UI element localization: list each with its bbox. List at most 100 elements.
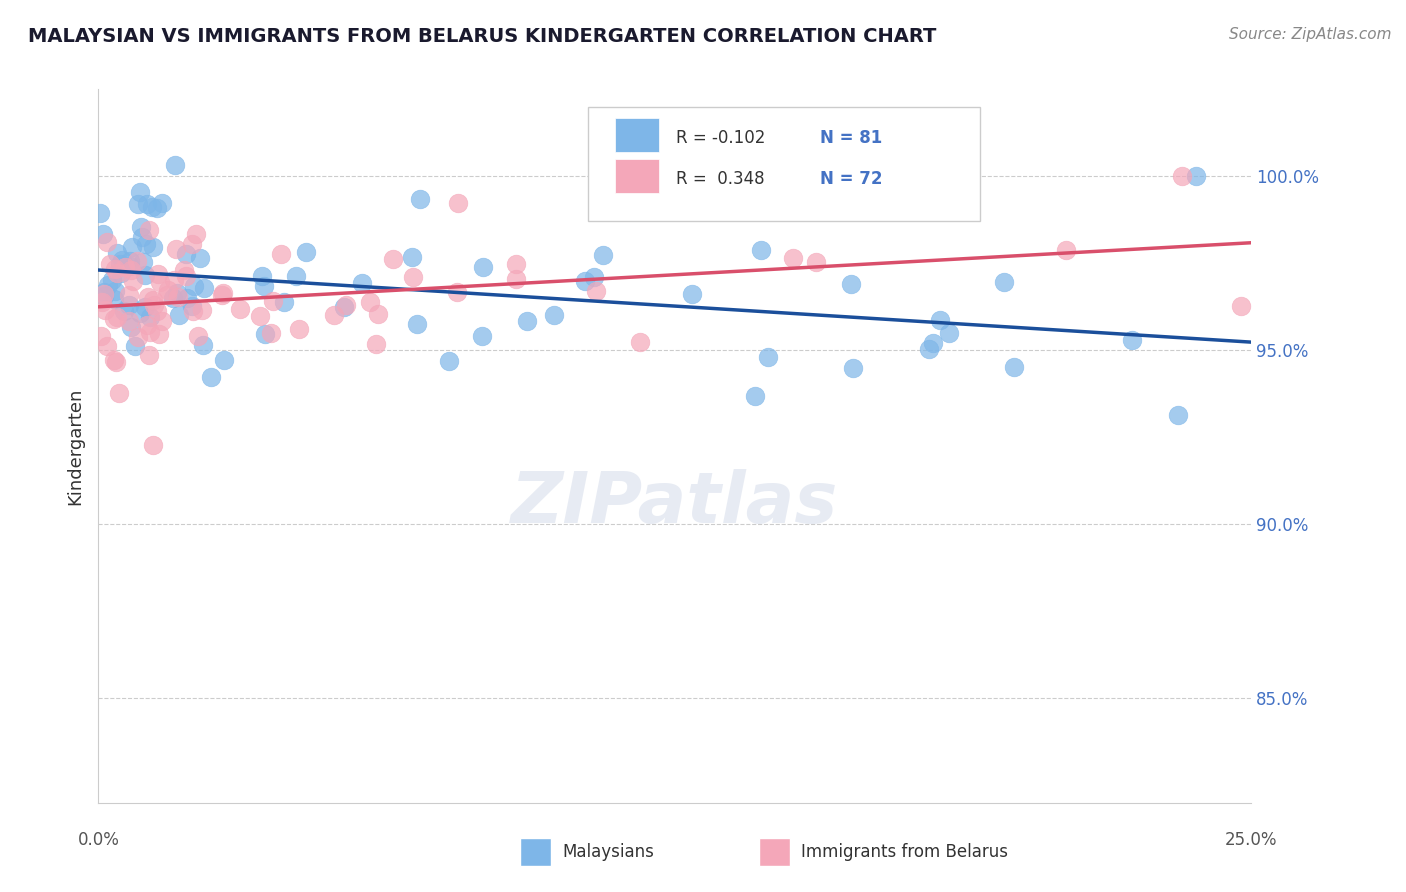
Point <box>446 196 468 211</box>
Point <box>129 219 152 234</box>
Point <box>143 298 166 312</box>
Point <box>180 299 202 313</box>
Point <box>1054 243 1077 257</box>
Point <box>193 281 215 295</box>
FancyBboxPatch shape <box>588 107 980 221</box>
Point <box>107 385 129 400</box>
Point <box>842 361 865 376</box>
Point <box>163 272 186 286</box>
Point <box>135 196 157 211</box>
Point <box>401 250 423 264</box>
Point <box>121 274 143 288</box>
Point <box>93 289 115 303</box>
Point <box>142 437 165 451</box>
Point <box>105 310 128 325</box>
Point <box>574 274 596 288</box>
Point <box>993 275 1015 289</box>
Point <box>1002 359 1025 374</box>
Point <box>145 303 167 318</box>
Point <box>117 298 139 312</box>
Point <box>367 307 389 321</box>
Text: Source: ZipAtlas.com: Source: ZipAtlas.com <box>1229 27 1392 42</box>
Point <box>471 329 494 343</box>
Point <box>804 254 827 268</box>
Point <box>157 283 180 297</box>
Text: R = -0.102: R = -0.102 <box>676 128 765 146</box>
Point <box>1185 169 1208 184</box>
Point <box>120 262 142 277</box>
Point <box>402 270 425 285</box>
Point <box>181 236 204 251</box>
Point <box>114 260 136 274</box>
Point <box>114 304 136 318</box>
Point <box>839 277 862 291</box>
Point <box>142 293 165 307</box>
Point <box>681 287 703 301</box>
Point <box>138 348 160 362</box>
Point <box>187 329 209 343</box>
Point <box>163 158 186 172</box>
Point <box>253 279 276 293</box>
Point <box>181 304 204 318</box>
Point <box>259 326 281 340</box>
Point <box>628 334 651 349</box>
Bar <box>759 838 790 866</box>
Point <box>176 246 198 260</box>
Point <box>381 252 404 266</box>
Point <box>173 263 195 277</box>
Point <box>111 252 134 267</box>
Point <box>335 298 357 312</box>
Point <box>406 317 429 331</box>
Point <box>352 276 374 290</box>
Point <box>91 227 114 241</box>
Y-axis label: Kindergarten: Kindergarten <box>66 387 84 505</box>
Point <box>124 339 146 353</box>
Point <box>1167 408 1189 422</box>
Point <box>359 294 381 309</box>
Point <box>90 328 112 343</box>
Point <box>162 291 184 305</box>
Point <box>582 269 605 284</box>
Point <box>938 326 960 341</box>
Point <box>295 244 318 259</box>
Point <box>188 252 211 266</box>
Point <box>97 277 120 292</box>
Point <box>129 185 152 199</box>
Point <box>135 318 157 332</box>
Point <box>89 206 111 220</box>
Point <box>96 235 118 250</box>
Point <box>1121 333 1143 347</box>
Bar <box>614 118 659 152</box>
Point <box>103 292 125 306</box>
Point <box>129 306 152 320</box>
Text: R =  0.348: R = 0.348 <box>676 170 765 188</box>
Bar <box>520 838 551 866</box>
Point <box>118 254 141 268</box>
Text: Immigrants from Belarus: Immigrants from Belarus <box>801 843 1008 861</box>
Point <box>118 288 141 302</box>
Point <box>166 286 188 301</box>
Point <box>921 335 943 350</box>
Point <box>93 285 115 299</box>
Text: 0.0%: 0.0% <box>77 830 120 848</box>
Point <box>184 227 207 242</box>
Point <box>191 302 214 317</box>
Point <box>138 310 160 325</box>
Point <box>1230 299 1253 313</box>
Point <box>439 354 461 368</box>
Point <box>91 294 114 309</box>
Bar <box>614 159 659 194</box>
Point <box>138 325 160 339</box>
Point <box>323 309 346 323</box>
Point <box>141 200 163 214</box>
Point <box>136 289 159 303</box>
Point <box>166 290 188 304</box>
Point <box>121 240 143 254</box>
Text: 25.0%: 25.0% <box>1225 830 1278 848</box>
Point <box>928 313 950 327</box>
Point <box>409 192 432 206</box>
Point <box>191 338 214 352</box>
Point <box>125 253 148 268</box>
Point <box>592 248 614 262</box>
Point <box>142 240 165 254</box>
